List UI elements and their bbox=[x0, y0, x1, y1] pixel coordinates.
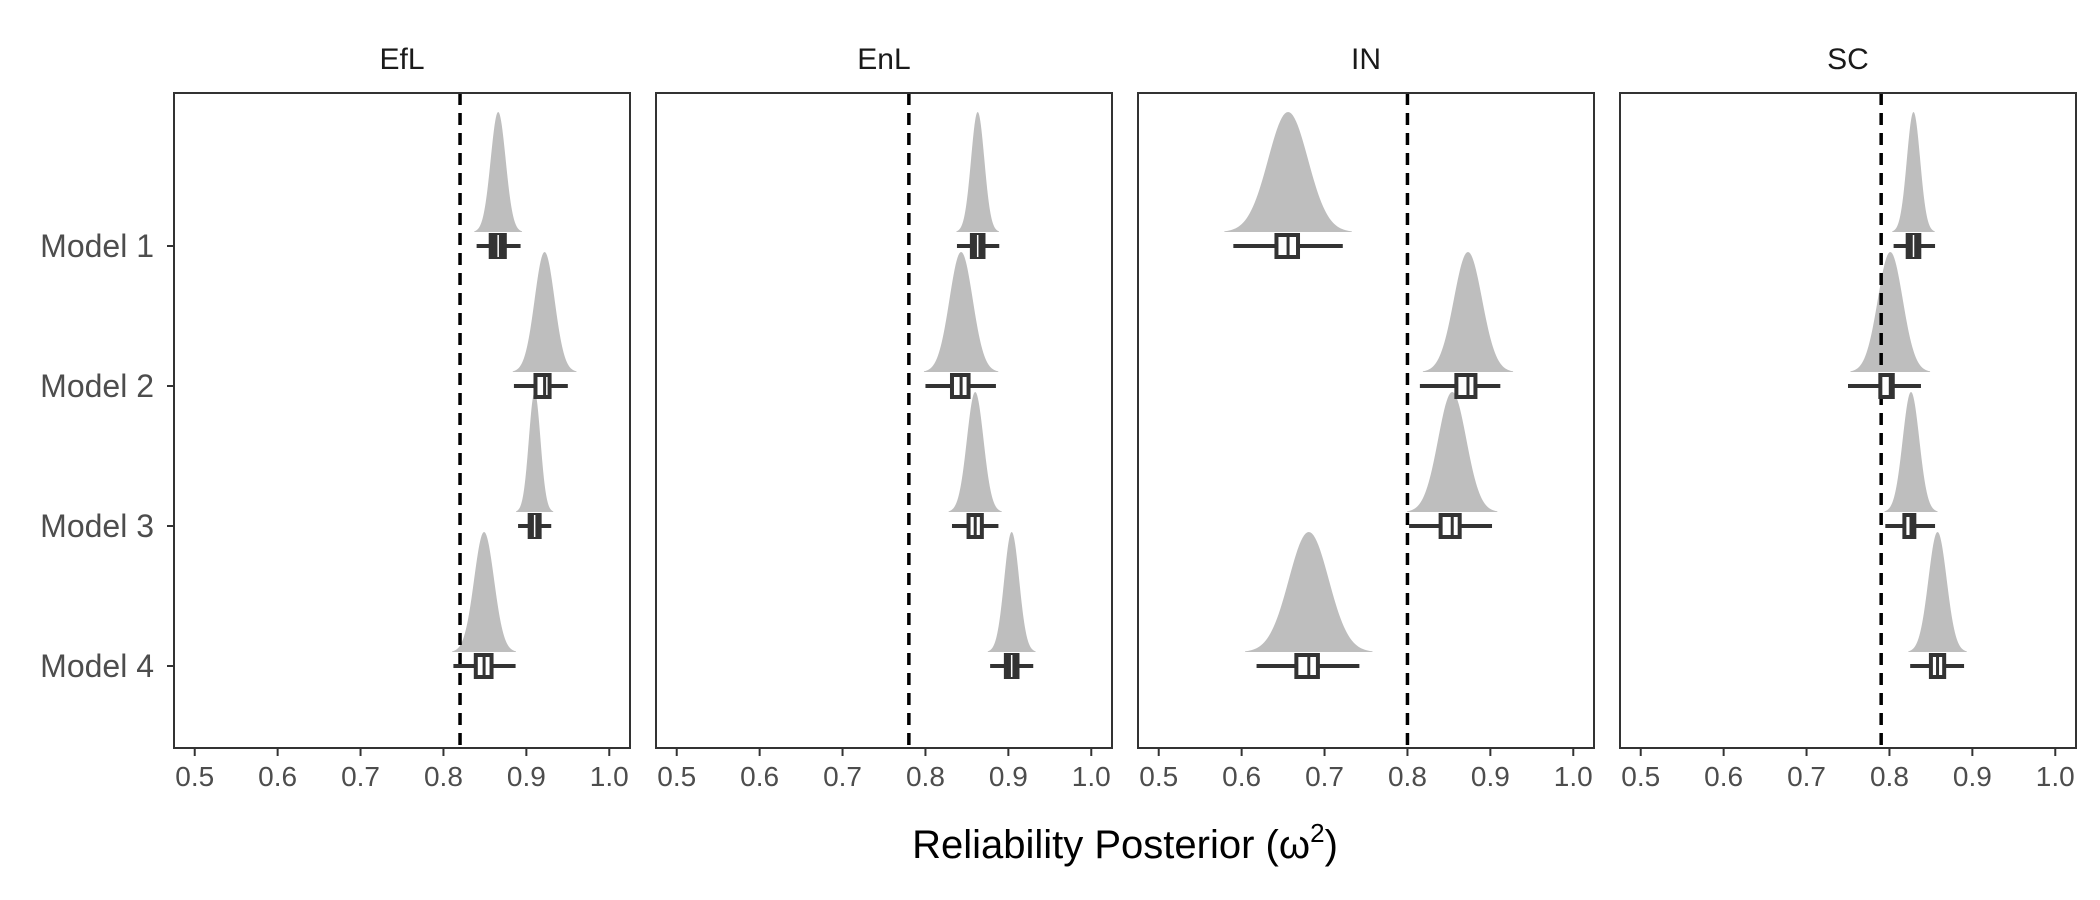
panel-content bbox=[452, 93, 577, 748]
panel-background bbox=[174, 93, 630, 748]
x-tick-label: 0.6 bbox=[258, 761, 297, 792]
y-tick-label: Model 2 bbox=[40, 368, 154, 404]
facet-sc: SC 0.5 0.6 0.7 0.8 0.9 1.0 bbox=[1619, 43, 2077, 792]
panel-frame bbox=[1137, 92, 1595, 749]
posterior-density bbox=[1884, 392, 1938, 512]
posterior-density bbox=[1224, 112, 1352, 232]
x-tick-label: 0.9 bbox=[1953, 761, 1992, 792]
posterior-density bbox=[923, 252, 999, 372]
x-tick-label: 1.0 bbox=[1554, 761, 1593, 792]
x-tick-label: 0.7 bbox=[341, 761, 380, 792]
interval-box bbox=[533, 373, 552, 399]
posterior-density bbox=[474, 112, 523, 232]
panel-background bbox=[1138, 93, 1594, 748]
x-tick-label: 0.7 bbox=[1305, 761, 1344, 792]
x-axis-title-superscript: 2 bbox=[1310, 818, 1324, 848]
y-tick-label: Model 3 bbox=[40, 508, 154, 544]
x-tick-label: 0.6 bbox=[740, 761, 779, 792]
x-axis-title-main: Reliability Posterior (ω bbox=[912, 823, 1310, 867]
x-tick-label: 0.5 bbox=[175, 761, 214, 792]
facet-strip-label: SC bbox=[1827, 43, 1869, 76]
posterior-density bbox=[512, 252, 577, 372]
interval-box bbox=[1438, 513, 1462, 539]
facet-strip-label: IN bbox=[1351, 43, 1381, 76]
panel-frame bbox=[655, 92, 1113, 749]
facet-strip-label: EnL bbox=[857, 43, 910, 76]
x-tick-label: 0.8 bbox=[1388, 761, 1427, 792]
facet-enl: EnL 0.5 0.6 0.7 0.8 0.9 1.0 bbox=[655, 43, 1113, 792]
x-tick-label: 0.8 bbox=[1870, 761, 1909, 792]
posterior-density bbox=[1245, 532, 1373, 652]
facet-in: IN 0.5 0.6 0.7 0.8 0.9 1.0 bbox=[1137, 43, 1595, 792]
interval-box bbox=[1454, 373, 1478, 399]
posterior-density bbox=[1407, 392, 1498, 512]
interval-box bbox=[1294, 653, 1320, 679]
x-tick-label: 0.9 bbox=[507, 761, 546, 792]
y-axis: Model 1 Model 2 Model 3 Model 4 bbox=[40, 228, 174, 684]
x-tick-label: 0.7 bbox=[823, 761, 862, 792]
panel-frame bbox=[173, 92, 631, 749]
facet-efl: EfL 0.5 0.6 0.7 0.8 0.9 1.0 bbox=[173, 43, 631, 792]
posterior-density bbox=[956, 112, 999, 232]
interval-box bbox=[1902, 513, 1917, 539]
x-tick-label: 1.0 bbox=[590, 761, 629, 792]
x-tick-label: 1.0 bbox=[1072, 761, 1111, 792]
posterior-density bbox=[987, 532, 1036, 652]
x-tick-label: 1.0 bbox=[2036, 761, 2075, 792]
posterior-density bbox=[1850, 252, 1931, 372]
x-tick-label: 0.5 bbox=[1621, 761, 1660, 792]
panel-background bbox=[656, 93, 1112, 748]
posterior-density bbox=[1892, 112, 1935, 232]
x-axis-title: Reliability Posterior (ω2) bbox=[912, 818, 1338, 867]
x-axis-title-close: ) bbox=[1325, 823, 1338, 867]
x-tick-label: 0.7 bbox=[1787, 761, 1826, 792]
x-tick-label: 0.9 bbox=[1471, 761, 1510, 792]
panel-background bbox=[1620, 93, 2076, 748]
x-tick-label: 0.5 bbox=[657, 761, 696, 792]
y-tick-label: Model 1 bbox=[40, 228, 154, 264]
posterior-density bbox=[948, 392, 1002, 512]
posterior-density bbox=[452, 532, 516, 652]
x-tick-label: 0.5 bbox=[1139, 761, 1178, 792]
posterior-density bbox=[1908, 532, 1967, 652]
x-tick-label: 0.8 bbox=[424, 761, 463, 792]
panel-content bbox=[907, 93, 1036, 748]
x-tick-label: 0.9 bbox=[989, 761, 1028, 792]
x-tick-label: 0.6 bbox=[1222, 761, 1261, 792]
panel-content bbox=[1848, 93, 1967, 748]
x-tick-label: 0.8 bbox=[906, 761, 945, 792]
panel-frame bbox=[1619, 92, 2077, 749]
facets-layer: EfL 0.5 0.6 0.7 0.8 0.9 1.0 EnL 0.5 0.6 0.7 0.8 0.9 1… bbox=[173, 43, 2077, 792]
x-tick-label: 0.6 bbox=[1704, 761, 1743, 792]
posterior-density bbox=[516, 392, 554, 512]
posterior-density bbox=[1422, 252, 1514, 372]
facet-strip-label: EfL bbox=[379, 43, 424, 76]
panel-content bbox=[1224, 93, 1514, 748]
y-tick-label: Model 4 bbox=[40, 648, 154, 684]
